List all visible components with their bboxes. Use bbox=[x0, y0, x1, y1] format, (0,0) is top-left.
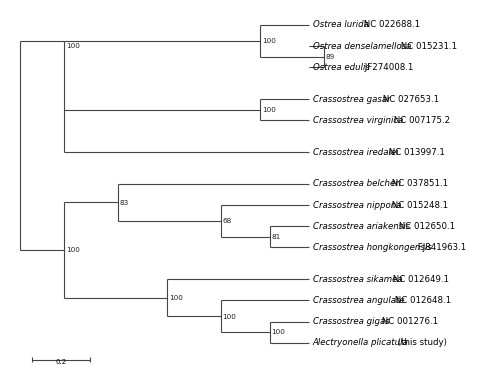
Text: 100: 100 bbox=[262, 107, 276, 113]
Text: Crassostrea angulate: Crassostrea angulate bbox=[312, 296, 404, 305]
Text: 100: 100 bbox=[66, 247, 80, 253]
Text: Crassostrea gasar: Crassostrea gasar bbox=[312, 94, 390, 103]
Text: NC 015231.1: NC 015231.1 bbox=[398, 42, 456, 51]
Text: NC 001276.1: NC 001276.1 bbox=[379, 317, 438, 326]
Text: Crassostrea hongkongensis: Crassostrea hongkongensis bbox=[312, 243, 432, 252]
Text: Crassostrea iredalei: Crassostrea iredalei bbox=[312, 148, 398, 157]
Text: NC 022688.1: NC 022688.1 bbox=[361, 20, 420, 29]
Text: 89: 89 bbox=[326, 54, 334, 60]
Text: Alectryonella plicatula: Alectryonella plicatula bbox=[312, 339, 408, 347]
Text: NC 013997.1: NC 013997.1 bbox=[386, 148, 446, 157]
Text: Crassostrea gigas: Crassostrea gigas bbox=[312, 317, 390, 326]
Text: 100: 100 bbox=[262, 38, 276, 44]
Text: NC 015248.1: NC 015248.1 bbox=[389, 201, 448, 209]
Text: Crassostrea belcheri: Crassostrea belcheri bbox=[312, 179, 401, 188]
Text: Ostrea denselamellosa: Ostrea denselamellosa bbox=[312, 42, 411, 51]
Text: (this study): (this study) bbox=[396, 339, 447, 347]
Text: 100: 100 bbox=[66, 43, 80, 49]
Text: 100: 100 bbox=[222, 314, 236, 320]
Text: Ostrea lurida: Ostrea lurida bbox=[312, 20, 368, 29]
Text: 100: 100 bbox=[168, 295, 182, 301]
Text: JF274008.1: JF274008.1 bbox=[362, 63, 413, 72]
Text: NC 007175.2: NC 007175.2 bbox=[390, 116, 450, 125]
Text: Ostrea edulis: Ostrea edulis bbox=[312, 63, 370, 72]
Text: NC 012649.1: NC 012649.1 bbox=[390, 275, 449, 284]
Text: 68: 68 bbox=[222, 218, 232, 224]
Text: 81: 81 bbox=[272, 234, 281, 240]
Text: 0.2: 0.2 bbox=[56, 359, 66, 365]
Text: 83: 83 bbox=[120, 200, 129, 206]
Text: 100: 100 bbox=[272, 330, 285, 336]
Text: FJ841963.1: FJ841963.1 bbox=[415, 243, 467, 252]
Text: NC 037851.1: NC 037851.1 bbox=[388, 179, 448, 188]
Text: NC 027653.1: NC 027653.1 bbox=[380, 94, 439, 103]
Text: NC 012648.1: NC 012648.1 bbox=[392, 296, 451, 305]
Text: Crassostrea ariakensis: Crassostrea ariakensis bbox=[312, 222, 410, 231]
Text: Crassostrea virginica: Crassostrea virginica bbox=[312, 116, 403, 125]
Text: Crassostrea sikamea: Crassostrea sikamea bbox=[312, 275, 402, 284]
Text: Crassostrea nippona: Crassostrea nippona bbox=[312, 201, 401, 209]
Text: NC 012650.1: NC 012650.1 bbox=[396, 222, 456, 231]
